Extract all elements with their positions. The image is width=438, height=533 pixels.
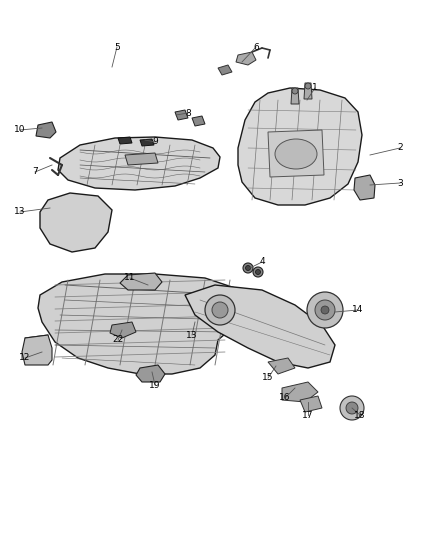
Circle shape	[305, 83, 311, 89]
Polygon shape	[354, 175, 375, 200]
Circle shape	[292, 88, 298, 94]
Polygon shape	[185, 285, 335, 368]
Circle shape	[346, 402, 358, 414]
Circle shape	[205, 295, 235, 325]
Circle shape	[246, 265, 251, 271]
Polygon shape	[291, 88, 299, 104]
Polygon shape	[125, 153, 158, 165]
Polygon shape	[38, 274, 248, 374]
Polygon shape	[36, 122, 56, 138]
Polygon shape	[218, 65, 232, 75]
Circle shape	[315, 300, 335, 320]
Text: 22: 22	[113, 335, 124, 344]
Text: 13: 13	[14, 207, 26, 216]
Polygon shape	[118, 137, 132, 144]
Circle shape	[212, 302, 228, 318]
Text: 6: 6	[253, 43, 259, 52]
Polygon shape	[22, 335, 52, 365]
Circle shape	[255, 270, 261, 274]
Text: 2: 2	[397, 143, 403, 152]
Text: 19: 19	[149, 381, 161, 390]
Polygon shape	[175, 110, 188, 120]
Text: 13: 13	[186, 330, 198, 340]
Polygon shape	[282, 382, 318, 402]
Circle shape	[340, 396, 364, 420]
Ellipse shape	[275, 139, 317, 169]
Circle shape	[253, 267, 263, 277]
Circle shape	[243, 263, 253, 273]
Polygon shape	[238, 88, 362, 205]
Polygon shape	[304, 83, 312, 99]
Circle shape	[307, 292, 343, 328]
Text: 8: 8	[185, 109, 191, 117]
Text: 14: 14	[352, 305, 364, 314]
Text: 1: 1	[312, 84, 318, 93]
Polygon shape	[120, 273, 162, 290]
Text: 12: 12	[19, 353, 31, 362]
Polygon shape	[236, 52, 256, 65]
Polygon shape	[268, 130, 324, 177]
Text: 17: 17	[302, 410, 314, 419]
Text: 10: 10	[14, 125, 26, 134]
Polygon shape	[110, 322, 136, 338]
Text: 16: 16	[279, 393, 291, 402]
Polygon shape	[300, 396, 322, 412]
Text: 11: 11	[124, 273, 136, 282]
Text: 9: 9	[152, 138, 158, 147]
Polygon shape	[58, 137, 220, 190]
Text: 7: 7	[32, 167, 38, 176]
Text: 18: 18	[354, 410, 366, 419]
Circle shape	[321, 306, 329, 314]
Polygon shape	[40, 193, 112, 252]
Text: 5: 5	[114, 43, 120, 52]
Text: 4: 4	[259, 257, 265, 266]
Polygon shape	[268, 358, 295, 374]
Polygon shape	[136, 365, 165, 382]
Text: 3: 3	[397, 179, 403, 188]
Polygon shape	[140, 139, 154, 146]
Text: 15: 15	[262, 374, 274, 383]
Polygon shape	[192, 116, 205, 126]
